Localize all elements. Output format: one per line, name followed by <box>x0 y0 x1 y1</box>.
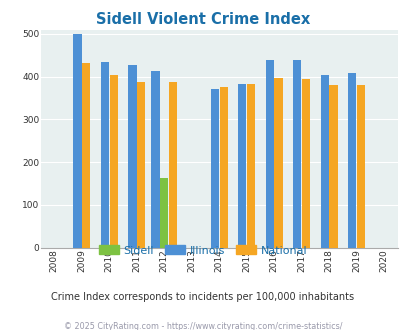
Bar <box>210 89 218 248</box>
Bar <box>274 78 282 248</box>
Bar <box>82 63 90 248</box>
Bar <box>168 82 177 248</box>
Bar <box>137 82 145 248</box>
Bar <box>347 73 356 248</box>
Legend: Sidell, Illinois, National: Sidell, Illinois, National <box>94 241 311 260</box>
Bar <box>73 34 81 248</box>
Bar <box>356 85 364 248</box>
Text: Sidell Violent Crime Index: Sidell Violent Crime Index <box>96 12 309 26</box>
Bar <box>109 75 117 248</box>
Bar <box>265 60 273 248</box>
Text: © 2025 CityRating.com - https://www.cityrating.com/crime-statistics/: © 2025 CityRating.com - https://www.city… <box>64 322 341 330</box>
Bar <box>238 83 246 248</box>
Bar <box>100 62 109 248</box>
Bar <box>246 84 255 248</box>
Bar <box>292 60 301 248</box>
Bar <box>151 71 159 248</box>
Text: Crime Index corresponds to incidents per 100,000 inhabitants: Crime Index corresponds to incidents per… <box>51 292 354 302</box>
Bar <box>328 85 337 248</box>
Bar <box>160 178 168 248</box>
Bar <box>301 79 309 248</box>
Bar <box>320 75 328 248</box>
Bar <box>128 65 136 248</box>
Bar <box>219 87 227 248</box>
